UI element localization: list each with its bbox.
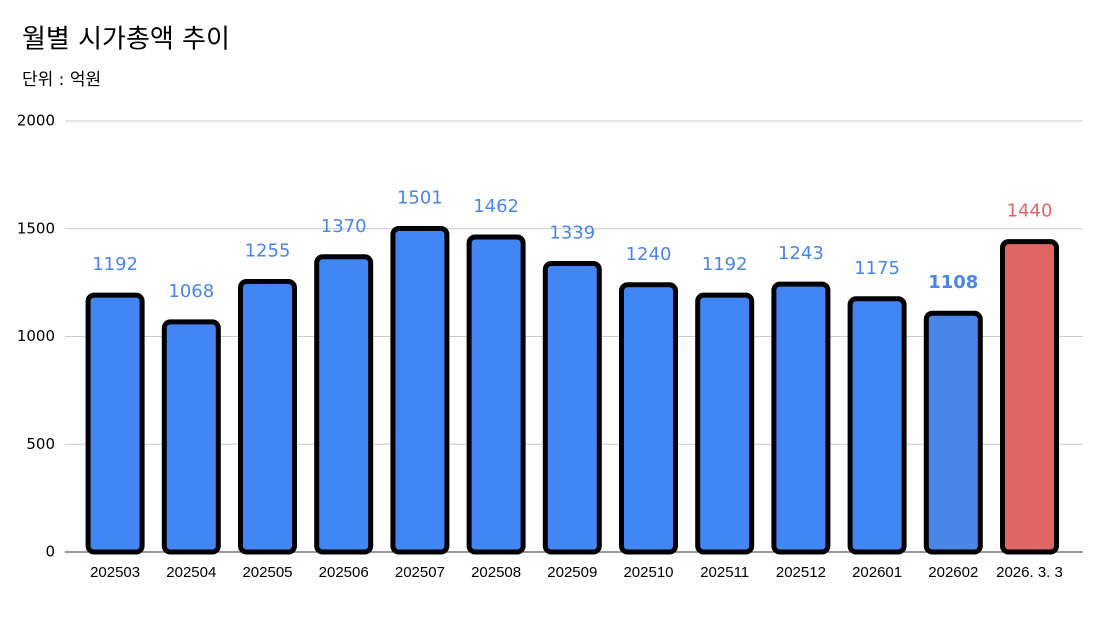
value-label: 1240 (626, 244, 672, 265)
x-tick-label: 202511 (700, 564, 750, 581)
bar (161, 319, 221, 555)
x-tick-label: 202504 (166, 564, 217, 581)
x-tick-label: 202510 (623, 564, 674, 581)
bar (1000, 239, 1059, 555)
chart-title: 월별 시가총액 추이 (22, 25, 230, 55)
bar (695, 292, 755, 555)
bar (542, 260, 602, 555)
x-tick-label: 202507 (394, 564, 445, 581)
chart-subtitle: 단위 : 억원 (22, 70, 101, 90)
value-label: 1440 (1007, 201, 1053, 222)
value-label: 1255 (245, 241, 291, 262)
y-tick-label: 2000 (17, 112, 55, 130)
x-tick-label: 202505 (242, 564, 293, 581)
bar (771, 281, 831, 555)
value-label: 1108 (928, 272, 978, 293)
y-tick-label: 1000 (17, 327, 55, 345)
value-label: 1370 (321, 216, 367, 237)
x-tick-label: 202503 (90, 564, 141, 581)
value-label: 1192 (92, 254, 138, 275)
value-label: 1068 (168, 281, 214, 302)
bar (314, 254, 374, 555)
y-tick-label: 1500 (17, 219, 55, 237)
value-label: 1243 (778, 243, 824, 264)
y-tick-label: 500 (26, 435, 55, 453)
x-tick-label: 202506 (318, 564, 369, 581)
x-tick-label: 2026. 3. 3 (996, 564, 1063, 581)
y-tick-label: 0 (45, 543, 55, 561)
value-label: 1501 (397, 188, 443, 209)
value-label: 1175 (854, 258, 900, 279)
x-tick-label: 202601 (852, 564, 903, 581)
bar (466, 234, 526, 555)
value-label: 1339 (549, 222, 595, 243)
value-label: 1462 (473, 196, 519, 217)
x-tick-label: 202509 (547, 564, 598, 581)
x-tick-label: 202602 (928, 564, 979, 581)
x-tick-label: 202508 (471, 564, 522, 581)
bar (923, 310, 983, 555)
bar (390, 226, 450, 555)
bar (238, 279, 297, 555)
x-tick-label: 202512 (775, 564, 826, 581)
value-label: 1192 (702, 254, 748, 275)
bar (619, 282, 678, 555)
bar (847, 296, 907, 555)
bar (85, 292, 145, 555)
